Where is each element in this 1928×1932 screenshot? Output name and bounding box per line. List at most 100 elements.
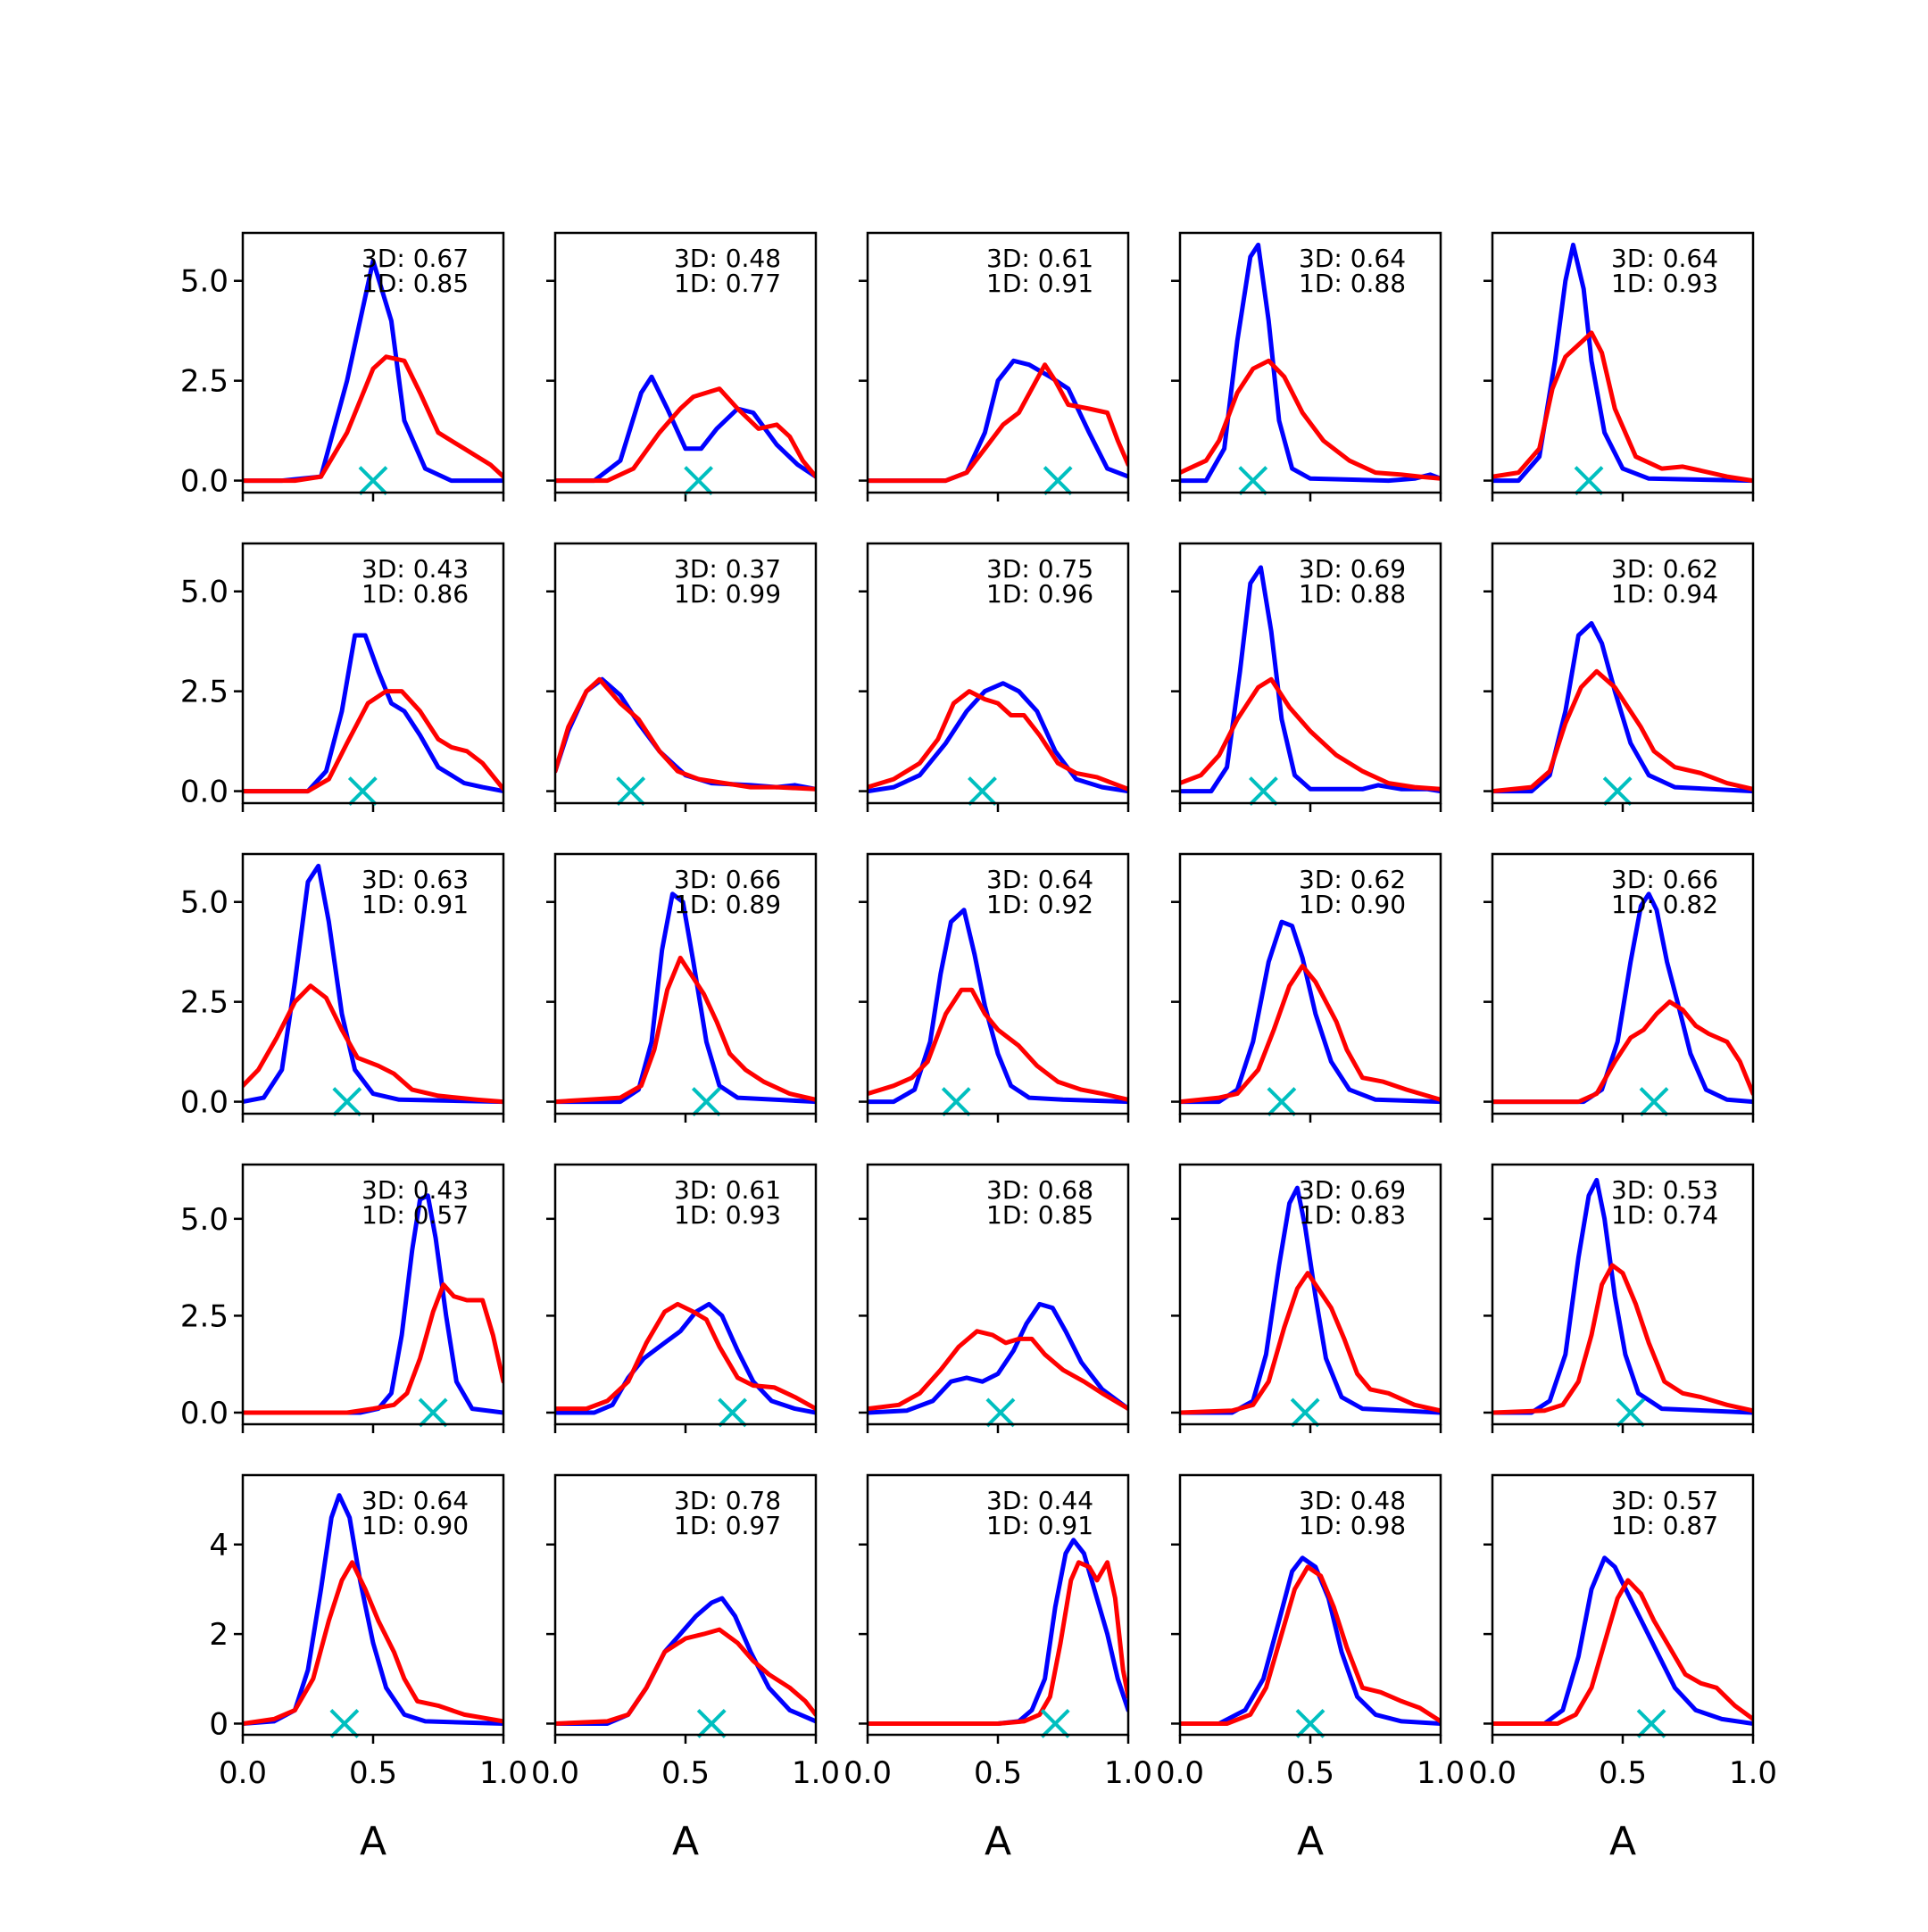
panel-frame — [1178, 542, 1442, 805]
panel-frame — [553, 542, 818, 805]
truth-marker — [718, 1397, 747, 1428]
series-3d-line — [243, 633, 503, 794]
panel-frame — [1491, 852, 1755, 1115]
x-tick-label: 1.0 — [1104, 1755, 1152, 1791]
y-tick-label: 2.5 — [180, 364, 229, 400]
series-1d-line — [1492, 1263, 1753, 1415]
truth-marker — [1043, 466, 1073, 495]
truth-marker — [1249, 776, 1278, 806]
annotation-1d: 1D: 0.94 — [1611, 579, 1718, 609]
annotation-1d: 1D: 0.77 — [674, 269, 781, 298]
panel-frame — [1491, 1473, 1755, 1737]
annotation-3d: 3D: 0.37 — [674, 554, 781, 584]
x-tick-label: 0.0 — [1468, 1755, 1517, 1791]
annotation-3d: 3D: 0.64 — [986, 865, 1093, 894]
y-tick-label: 0.0 — [180, 464, 229, 500]
series-3d-line — [1180, 919, 1441, 1105]
x-axis-label: A — [360, 1819, 386, 1864]
x-tick-label: 1.0 — [1729, 1755, 1777, 1791]
truth-marker — [1574, 466, 1604, 495]
series-1d-line — [1492, 330, 1753, 484]
truth-marker — [696, 1709, 727, 1738]
y-tick-label: 0.0 — [180, 1085, 229, 1121]
truth-marker — [1602, 776, 1633, 806]
panel-frame — [553, 231, 818, 494]
annotation-3d: 3D: 0.66 — [1611, 865, 1718, 894]
panel-frame — [241, 542, 505, 805]
truth-marker — [329, 1709, 360, 1738]
annotation-1d: 1D: 0.88 — [1299, 269, 1406, 298]
y-tick-label: 5.0 — [180, 264, 229, 300]
truth-marker — [1636, 1709, 1666, 1738]
series-1d-line — [1180, 1271, 1441, 1415]
y-tick-label: 2.5 — [180, 1298, 229, 1334]
y-tick-label: 5.0 — [180, 885, 229, 921]
annotation-3d: 3D: 0.53 — [1611, 1175, 1718, 1205]
panel-frame — [1178, 231, 1442, 494]
series-3d-line — [868, 358, 1128, 484]
annotation-1d: 1D: 0.98 — [1299, 1511, 1406, 1540]
series-3d-line — [555, 374, 816, 484]
y-tick-label: 0 — [209, 1706, 229, 1742]
panel-frame — [1178, 1473, 1442, 1737]
x-axis-label: A — [672, 1819, 699, 1864]
x-tick-label: 0.0 — [531, 1755, 579, 1791]
x-axis-label: A — [1609, 1819, 1636, 1864]
panel-frame — [866, 231, 1130, 494]
annotation-1d: 1D: 0.89 — [674, 890, 781, 919]
annotation-1d: 1D: 0.83 — [1299, 1200, 1406, 1230]
annotation-3d: 3D: 0.48 — [1299, 1486, 1406, 1515]
x-tick-label: 0.0 — [1156, 1755, 1204, 1791]
series-3d-line — [1180, 242, 1441, 484]
panel-frame — [1491, 1163, 1755, 1426]
series-1d-line — [1180, 1564, 1441, 1726]
series-1d-line — [243, 1560, 503, 1726]
annotation-3d: 3D: 0.44 — [986, 1486, 1093, 1515]
series-3d-line — [1492, 891, 1753, 1105]
y-tick-label: 2 — [209, 1617, 229, 1653]
truth-marker — [968, 776, 997, 806]
series-1d-line — [1492, 1578, 1753, 1726]
series-3d-line — [1492, 621, 1753, 794]
series-1d-line — [868, 362, 1128, 484]
truth-marker — [1238, 466, 1268, 495]
series-3d-line — [1180, 1555, 1441, 1726]
annotation-3d: 3D: 0.43 — [362, 1175, 469, 1205]
series-1d-line — [1180, 963, 1441, 1105]
annotation-1d: 1D: 0.74 — [1611, 1200, 1718, 1230]
annotation-3d: 3D: 0.61 — [986, 244, 1093, 273]
annotation-1d: 1D: 0.82 — [1611, 890, 1718, 919]
x-tick-label: 0.5 — [1286, 1755, 1334, 1791]
panel-frame — [241, 852, 505, 1115]
annotation-1d: 1D: 0.93 — [674, 1200, 781, 1230]
truth-marker — [332, 1087, 362, 1116]
truth-marker — [1290, 1397, 1320, 1428]
truth-marker — [1639, 1087, 1669, 1116]
series-1d-line — [1492, 668, 1753, 794]
series-3d-line — [868, 681, 1128, 794]
annotation-1d: 1D: 0.86 — [362, 579, 469, 609]
annotation-1d: 1D: 0.93 — [1611, 269, 1718, 298]
series-1d-line — [1492, 999, 1753, 1105]
series-1d-line — [243, 689, 503, 794]
annotation-1d: 1D: 0.57 — [362, 1200, 469, 1230]
annotation-1d: 1D: 0.99 — [674, 579, 781, 609]
annotation-1d: 1D: 0.85 — [362, 269, 469, 298]
annotation-3d: 3D: 0.64 — [362, 1486, 469, 1515]
x-tick-label: 1.0 — [1417, 1755, 1465, 1791]
series-1d-line — [868, 987, 1128, 1102]
annotation-3d: 3D: 0.68 — [986, 1175, 1093, 1205]
x-tick-label: 0.5 — [661, 1755, 710, 1791]
series-1d-line — [243, 1282, 503, 1415]
annotation-3d: 3D: 0.62 — [1299, 865, 1406, 894]
series-1d-line — [868, 1329, 1128, 1412]
annotation-3d: 3D: 0.69 — [1299, 1175, 1406, 1205]
annotation-1d: 1D: 0.91 — [986, 1511, 1093, 1540]
annotation-3d: 3D: 0.43 — [362, 554, 469, 584]
annotation-1d: 1D: 0.96 — [986, 579, 1093, 609]
series-1d-line — [555, 676, 816, 792]
x-tick-label: 1.0 — [792, 1755, 840, 1791]
truth-marker — [1267, 1087, 1297, 1116]
y-tick-label: 0.0 — [180, 775, 229, 810]
annotation-1d: 1D: 0.85 — [986, 1200, 1093, 1230]
